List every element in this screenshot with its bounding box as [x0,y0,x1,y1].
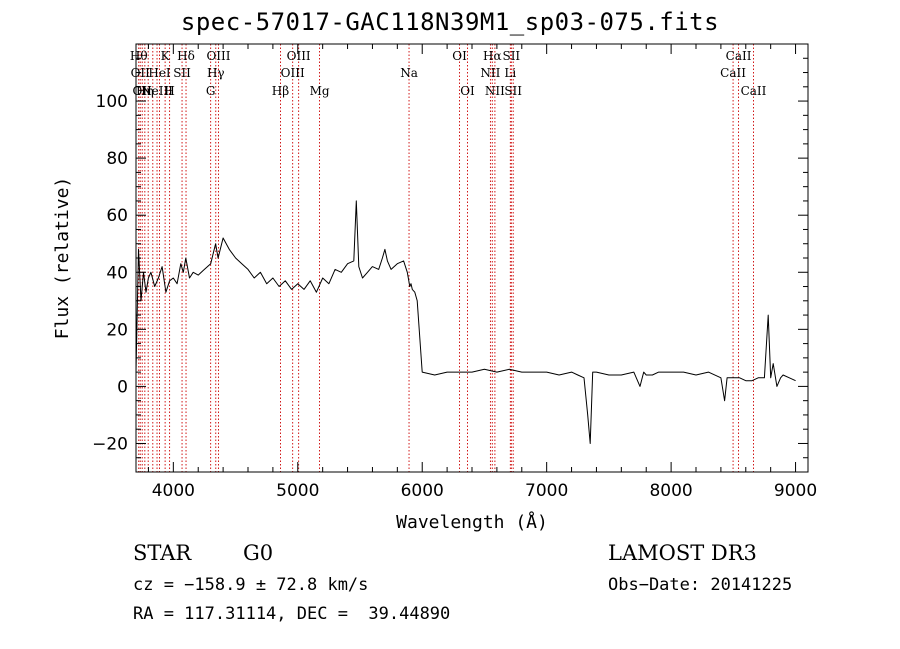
line-label: Hη [136,84,154,98]
star-class: STAR [133,541,192,565]
y-tick-label: 100 [96,92,128,112]
y-tick-label: 80 [106,149,128,169]
line-markers [138,44,754,472]
line-label: Hγ [207,66,225,80]
line-label: Hβ [272,84,289,98]
line-label: Li [504,66,516,80]
line-label: H [164,84,174,98]
y-axis-label: Flux (relative) [52,177,73,340]
obs-date: Obs−Date: 20141225 [608,575,793,595]
line-label: OII [133,84,153,98]
line-label: SII [504,84,522,98]
line-label: NII [485,84,505,98]
line-label: OI [460,84,475,98]
plot-frame [135,43,809,473]
x-tick-label: 7000 [525,481,568,501]
chart-title: spec-57017-GAC118N39M1_sp03-075.fits [180,8,720,36]
star-subclass: G0 [243,541,274,565]
line-label: OII [131,66,151,80]
y-tick-label: 20 [106,320,128,340]
spectrum-plot: 4000 5000 6000 7000 8000 9000 −20 0 20 40 60 80 100… [52,43,817,533]
x-tick-label: 5000 [276,481,319,501]
line-label: Hα [483,49,502,63]
line-label: SII [502,49,520,63]
x-axis-label: Wavelength (Å) [396,511,548,533]
survey-name: LAMOST DR3 [608,541,757,565]
x-tick-label: 8000 [649,481,692,501]
x-axis: 4000 5000 6000 7000 8000 9000 [147,44,817,501]
line-label: NII [480,66,500,80]
line-label: HeI [148,66,171,80]
line-label: Hδ [177,49,195,63]
y-tick-label: −20 [92,434,128,454]
line-label: K [161,49,171,63]
line-label: Na [400,66,418,80]
x-tick-label: 6000 [401,481,444,501]
line-label: CaII [726,49,752,63]
line-label: NeIII [141,84,173,98]
line-label: OIII [281,66,305,80]
line-labels: HθOIIOIIHηNeIIIHeIKHSIIHδGHγOIIIHβOIIIOI… [130,49,767,98]
redshift-text: cz = −158.9 ± 72.8 km/s [133,575,369,595]
line-label: CaII [741,84,767,98]
line-label: OIII [287,49,311,63]
y-axis: −20 0 20 40 60 80 100 [92,57,808,473]
line-label: Mg [310,84,330,98]
line-label: G [206,84,216,98]
y-tick-label: 60 [106,206,128,226]
y-tick-label: 40 [106,263,128,283]
spectrum-series [135,200,796,444]
spectrum-line [135,200,796,444]
line-label: OI [452,49,467,63]
coordinates: RA = 117.31114, DEC = 39.44890 [133,604,451,624]
line-label: OIII [206,49,230,63]
line-label: Hθ [130,49,148,63]
x-tick-label: 9000 [774,481,817,501]
line-label: CaII [720,66,746,80]
y-tick-label: 0 [117,377,128,397]
line-label: SII [173,66,191,80]
x-tick-label: 4000 [152,481,195,501]
